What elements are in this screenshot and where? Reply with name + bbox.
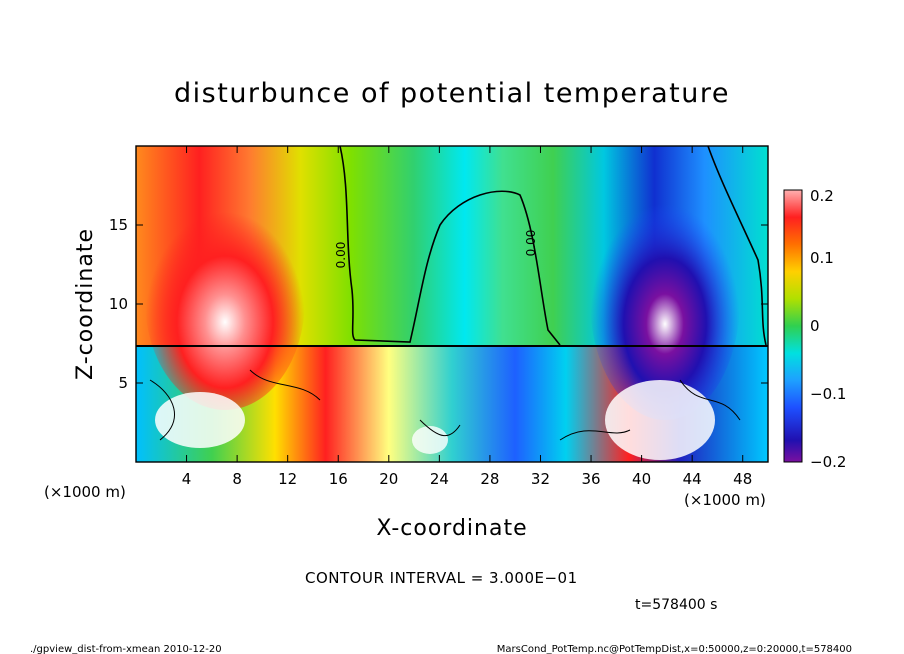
x-unit-left: (×1000 m) [44, 483, 126, 501]
y-axis: 5 10 15 [109, 216, 768, 392]
y-tick-label: 15 [109, 216, 128, 234]
contour-label: 0.00 [334, 242, 348, 269]
y-tick-label: 10 [109, 295, 128, 313]
x-tick-label: 48 [733, 470, 752, 488]
warm-anomaly [145, 190, 305, 410]
x-tick-label: 28 [480, 470, 499, 488]
cold-anomaly [590, 180, 740, 420]
contour-field [136, 146, 768, 462]
zero-contour [339, 146, 561, 346]
y-axis-title: Z-coordinate [73, 228, 98, 380]
zero-contour [707, 146, 767, 346]
colorbar-label: 0 [810, 317, 820, 335]
white-patch [155, 392, 245, 448]
footer-left: ./gpview_dist-from-xmean 2010-12-20 [30, 644, 222, 654]
colorbar-label: 0.1 [810, 249, 834, 267]
contour-label: 0.00 [524, 230, 538, 257]
footer-right: MarsCond_PotTemp.nc@PotTempDist,x=0:5000… [497, 644, 852, 654]
x-tick-label: 44 [683, 470, 702, 488]
y-tick-label: 5 [118, 374, 128, 392]
contour-interval: CONTOUR INTERVAL = 3.000E−01 [305, 569, 578, 587]
contour-line [149, 369, 741, 441]
colorbar-label: 0.2 [810, 187, 834, 205]
white-patch [605, 380, 715, 460]
x-tick-label: 20 [379, 470, 398, 488]
x-tick-label: 32 [531, 470, 550, 488]
x-tick-label: 12 [278, 470, 297, 488]
x-tick-label: 24 [430, 470, 449, 488]
x-tick-label: 8 [232, 470, 242, 488]
colorbar-label: −0.1 [810, 385, 846, 403]
time-stamp: t=578400 s [635, 597, 717, 613]
colorbar-label: −0.2 [810, 453, 846, 471]
chart-title: disturbunce of potential temperature [174, 78, 730, 109]
x-unit-right: (×1000 m) [684, 491, 766, 509]
x-axis-title: X-coordinate [376, 516, 527, 541]
x-tick-label: 40 [632, 470, 651, 488]
x-tick-label: 4 [182, 470, 192, 488]
colorbar [783, 189, 803, 463]
colorbar-ticks: 0.2 0.1 0 −0.1 −0.2 [810, 187, 846, 471]
white-patch [412, 426, 448, 454]
x-tick-label: 16 [329, 470, 348, 488]
x-axis: 4 8 12 16 20 24 28 32 36 40 44 48 [182, 146, 752, 488]
x-tick-label: 36 [581, 470, 600, 488]
